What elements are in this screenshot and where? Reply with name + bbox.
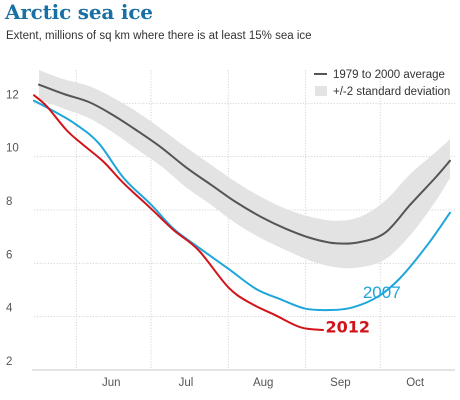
series-line-1979-to-2000-average <box>38 83 451 245</box>
chart-title: Arctic sea ice <box>5 0 153 24</box>
y-tick-label: 12 <box>6 89 19 101</box>
series-labels: 2012 2007 <box>325 283 400 337</box>
series-label-2012: 2012 <box>325 318 370 337</box>
y-tick-label: 6 <box>6 249 12 261</box>
series-label-2007: 2007 <box>363 283 401 302</box>
std-dev-band <box>39 70 450 269</box>
x-tick-label-jul: Jul <box>179 377 194 389</box>
series-lines <box>33 83 451 331</box>
x-tick-label-jun: Jun <box>102 377 121 389</box>
legend-band-swatch <box>315 86 327 96</box>
x-tick-label-oct: Oct <box>406 377 425 389</box>
legend-band-label: +/-2 standard deviation <box>333 86 450 98</box>
y-tick-label: 8 <box>6 196 12 208</box>
y-tick-label: 4 <box>6 303 13 315</box>
std-dev-band-layer <box>39 70 450 269</box>
chart-subtitle: Extent, millions of sq km where there is… <box>6 30 312 42</box>
series-line-2007 <box>33 99 451 312</box>
axis: 2 4 6 8 10 12 Jun Jul Aug Sep Oct <box>6 89 455 389</box>
y-tick-label: 2 <box>6 356 12 368</box>
x-tick-label-sep: Sep <box>330 377 350 389</box>
y-tick-label: 10 <box>6 143 19 155</box>
x-tick-label-aug: Aug <box>253 377 273 389</box>
series-line-2012 <box>33 94 324 331</box>
legend: 1979 to 2000 average +/-2 standard deviat… <box>314 69 450 98</box>
legend-average-label: 1979 to 2000 average <box>333 69 445 81</box>
